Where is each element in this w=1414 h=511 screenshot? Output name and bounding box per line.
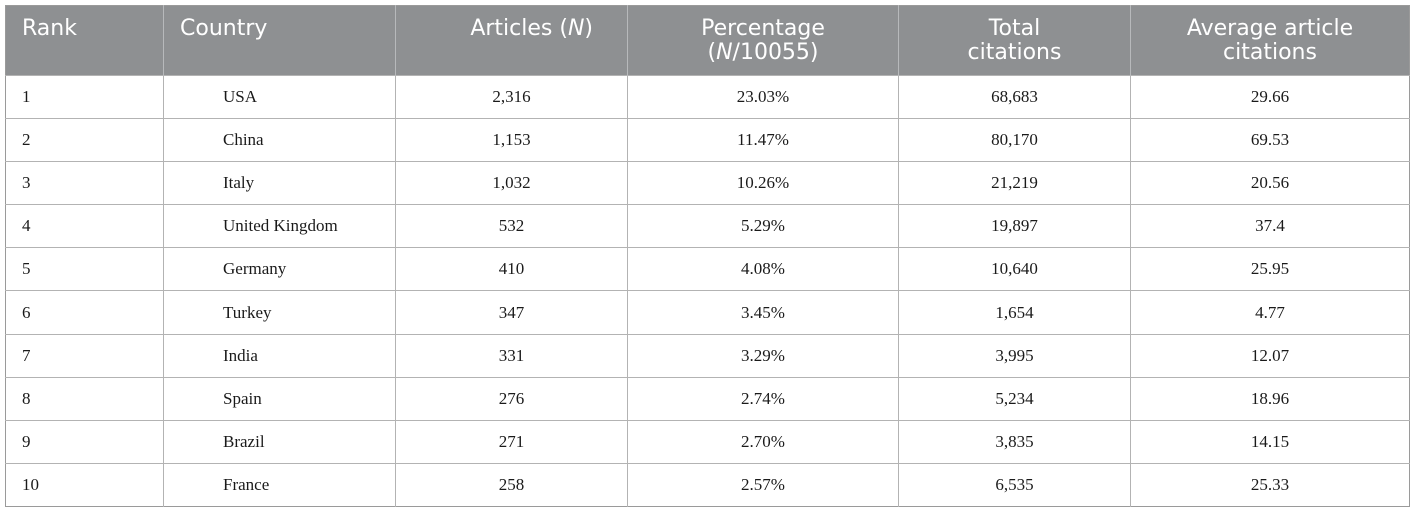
cell-rank: 1 [5,74,164,119]
table-row: 8 Spain 276 2.74% 5,234 18.96 [5,376,1410,421]
cell-rank: 2 [5,118,164,162]
cell-average-citations: 29.66 [1130,74,1410,119]
cell-articles: 2,316 [395,74,628,119]
header-total-line1: Total [988,16,1041,41]
cell-country: India [163,333,396,378]
header-rank-label: Rank [22,16,77,41]
table-header-row: Rank Country Articles (N) Percentage (N/1… [5,5,1410,76]
cell-total-citations: 68,683 [898,74,1131,119]
cell-country: Italy [163,161,396,205]
cell-average-citations: 37.4 [1130,204,1410,248]
cell-country: China [163,118,396,162]
table-row: 3 Italy 1,032 10.26% 21,219 20.56 [5,161,1410,205]
cell-country: Brazil [163,419,396,464]
cell-average-citations: 12.07 [1130,333,1410,378]
table-row: 5 Germany 410 4.08% 10,640 25.95 [5,247,1410,291]
header-total-citations: Total citations [898,5,1131,76]
cell-articles: 410 [395,247,628,291]
header-country-label: Country [180,16,268,41]
cell-articles: 532 [395,204,628,248]
cell-rank: 3 [5,161,164,205]
cell-articles: 331 [395,333,628,378]
header-percentage-line1: Percentage [701,16,825,41]
table-row: 6 Turkey 347 3.45% 1,654 4.77 [5,290,1410,335]
cell-average-citations: 20.56 [1130,161,1410,205]
cell-total-citations: 1,654 [898,290,1131,335]
cell-total-citations: 80,170 [898,118,1131,162]
cell-articles: 347 [395,290,628,335]
table-row: 1 USA 2,316 23.03% 68,683 29.66 [5,74,1410,119]
cell-total-citations: 21,219 [898,161,1131,205]
countries-table: Rank Country Articles (N) Percentage (N/1… [5,5,1410,507]
header-total-line2: citations [967,40,1062,65]
table-row: 10 France 258 2.57% 6,535 25.33 [5,462,1410,507]
cell-average-citations: 4.77 [1130,290,1410,335]
table-row: 2 China 1,153 11.47% 80,170 69.53 [5,118,1410,162]
cell-rank: 9 [5,419,164,464]
cell-average-citations: 14.15 [1130,419,1410,464]
cell-percentage: 11.47% [627,118,899,162]
cell-country: Germany [163,247,396,291]
cell-country: United Kingdom [163,204,396,248]
cell-percentage: 4.08% [627,247,899,291]
header-articles-n: N [567,16,585,41]
table-row: 4 United Kingdom 532 5.29% 19,897 37.4 [5,204,1410,248]
header-average-line1: Average article [1186,16,1354,41]
cell-percentage: 2.74% [627,376,899,421]
cell-total-citations: 6,535 [898,462,1131,507]
header-percentage: Percentage (N/10055) [627,5,899,76]
cell-percentage: 2.57% [627,462,899,507]
cell-rank: 7 [5,333,164,378]
cell-average-citations: 25.95 [1130,247,1410,291]
cell-percentage: 23.03% [627,74,899,119]
header-articles: Articles (N) [395,5,628,76]
header-rank: Rank [5,5,164,76]
cell-rank: 10 [5,462,164,507]
header-average-citations: Average article citations [1130,5,1410,76]
cell-country: USA [163,74,396,119]
cell-country: Spain [163,376,396,421]
cell-articles: 1,032 [395,161,628,205]
cell-rank: 5 [5,247,164,291]
header-articles-suffix: ) [584,16,593,41]
cell-total-citations: 3,995 [898,333,1131,378]
cell-percentage: 3.29% [627,333,899,378]
header-percentage-n: N [716,40,733,65]
cell-country: France [163,462,396,507]
cell-rank: 6 [5,290,164,335]
cell-average-citations: 25.33 [1130,462,1410,507]
cell-total-citations: 19,897 [898,204,1131,248]
cell-total-citations: 5,234 [898,376,1131,421]
header-country: Country [163,5,396,76]
header-articles-prefix: Articles ( [470,16,568,41]
table-row: 7 India 331 3.29% 3,995 12.07 [5,333,1410,378]
cell-articles: 1,153 [395,118,628,162]
cell-articles: 271 [395,419,628,464]
cell-rank: 8 [5,376,164,421]
cell-percentage: 10.26% [627,161,899,205]
cell-articles: 258 [395,462,628,507]
header-percentage-prefix: ( [707,40,717,65]
cell-country: Turkey [163,290,396,335]
header-average-line2: citations [1223,40,1317,65]
table-row: 9 Brazil 271 2.70% 3,835 14.15 [5,419,1410,464]
cell-total-citations: 10,640 [898,247,1131,291]
cell-articles: 276 [395,376,628,421]
cell-rank: 4 [5,204,164,248]
cell-total-citations: 3,835 [898,419,1131,464]
header-percentage-suffix: /10055) [732,40,819,65]
cell-average-citations: 69.53 [1130,118,1410,162]
cell-average-citations: 18.96 [1130,376,1410,421]
cell-percentage: 3.45% [627,290,899,335]
cell-percentage: 5.29% [627,204,899,248]
cell-percentage: 2.70% [627,419,899,464]
